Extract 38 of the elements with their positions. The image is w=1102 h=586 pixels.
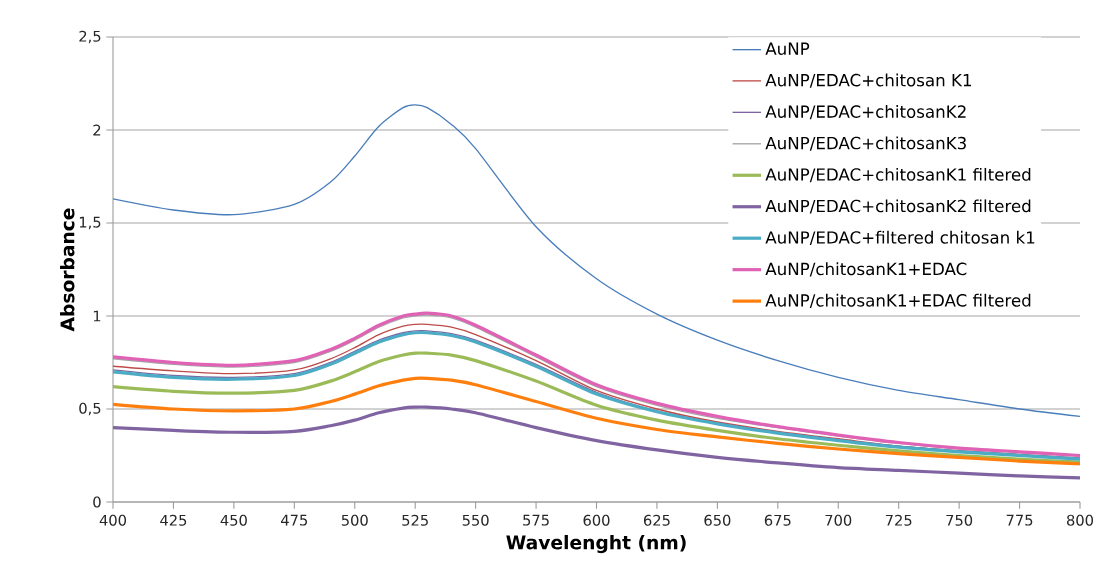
legend-label: AuNP/EDAC+chitosan K1 [765,73,972,88]
legend-label: AuNP/EDAC+chitosanK3 [765,136,966,151]
x-tick-label: 650 [704,514,731,526]
line-series [113,376,1080,466]
x-tick-label: 800 [1067,514,1094,526]
line-series [113,104,1080,418]
legend-label: AuNP/EDAC+chitosanK2 filtered [765,199,1031,214]
y-tick-label: 0 [93,496,101,508]
y-tick-label: 2,5 [79,30,101,44]
legend-label: AuNP/chitosanK1+EDAC filtered [765,293,1031,308]
legend-label: AuNP/EDAC+chitosanK1 filtered [765,167,1031,183]
line-series [113,405,1080,480]
y-tick-label: 1,5 [79,216,101,230]
x-tick-label: 525 [402,514,428,526]
x-tick-label: 500 [341,514,368,526]
x-tick-label: 625 [643,514,670,526]
x-tick-label: 550 [462,514,489,526]
legend-label: AuNP/chitosanK1+EDAC [765,262,967,277]
y-tick-label: 1 [93,310,101,322]
x-tick-label: 600 [583,514,610,526]
x-tick-label: 475 [281,514,308,526]
x-axis-title: Wavelenght (nm) [506,534,686,554]
x-tick-label: 425 [160,514,187,526]
x-tick-label: 725 [885,514,912,526]
x-tick-label: 700 [825,514,852,526]
y-tick-label: 0,5 [79,402,101,416]
x-tick-label: 750 [946,514,973,526]
legend-label: AuNP/EDAC+chitosanK2 [765,105,966,120]
y-tick-label: 2 [93,124,101,136]
x-tick-label: 450 [220,514,247,526]
x-tick-label: 675 [764,514,791,526]
legend-label: AuNP/EDAC+filtered chitosan k1 [765,230,1035,246]
x-tick-label: 775 [1006,514,1033,526]
x-tick-label: 575 [523,514,549,526]
y-axis-title: Absorbance [60,208,75,332]
line-series [113,351,1080,464]
x-tick-label: 400 [99,514,127,526]
legend-label: AuNP [765,42,810,55]
